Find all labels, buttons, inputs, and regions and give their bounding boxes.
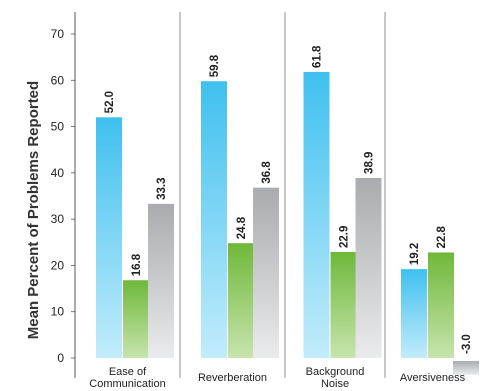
value-label-reverberation-3: 36.8 (261, 161, 273, 184)
value-label-ease-of-communication-2: 16.8 (131, 253, 143, 276)
bar-aversiveness-1 (401, 269, 427, 358)
y-tick-label-20: 20 (51, 258, 65, 272)
value-label-reverberation-2: 24.8 (236, 216, 248, 239)
y-tick-label-60: 60 (51, 73, 65, 87)
value-label-aversiveness-1: 19.2 (409, 243, 421, 265)
y-tick-label-30: 30 (51, 212, 65, 226)
bar-background-noise-3 (355, 177, 382, 358)
value-label-background-noise-3: 38.9 (364, 152, 376, 174)
bar-ease-of-communication-3 (148, 203, 174, 358)
value-label-aversiveness-2: 22.8 (436, 225, 448, 248)
plot-area: 0 10 20 30 40 50 60 70 52.0 16.8 33.3 Ease ofCommun… (51, 12, 479, 390)
y-tick-label-50: 50 (51, 120, 65, 134)
y-axis-label: Mean Percent of Problems Reported (25, 81, 42, 339)
bar-aversiveness-3 (453, 361, 479, 375)
category-label-ease-of-communication-line-2: Communication (89, 378, 165, 390)
y-tick-label-70: 70 (51, 27, 65, 41)
bar-background-noise-1 (303, 71, 330, 358)
value-label-aversiveness-3: -3.0 (461, 334, 473, 354)
value-label-ease-of-communication-1: 52.0 (104, 91, 116, 113)
bar-reverberation-1 (201, 81, 227, 358)
value-label-ease-of-communication-3: 33.3 (156, 177, 168, 199)
bar-ease-of-communication-1 (96, 117, 122, 358)
category-label-background-noise-line-2: Noise (321, 378, 349, 390)
y-tick-label-10: 10 (51, 305, 65, 319)
y-tick-label-0: 0 (57, 351, 64, 365)
value-label-background-noise-1: 61.8 (312, 45, 324, 68)
value-label-background-noise-2: 22.9 (339, 226, 351, 248)
category-label-reverberation-line-1: Reverberation (198, 372, 267, 384)
bar-reverberation-2 (228, 243, 254, 358)
category-label-ease-of-communication-line-1: Ease of (109, 366, 147, 378)
bar-ease-of-communication-2 (123, 280, 149, 358)
bar-background-noise-2 (330, 252, 357, 358)
category-label-background-noise-line-1: Background (306, 366, 365, 378)
bar-reverberation-3 (253, 187, 279, 358)
category-label-aversiveness-line-1: Aversiveness (400, 372, 466, 384)
bar-aversiveness-2 (428, 252, 454, 358)
y-tick-label-40: 40 (51, 166, 65, 180)
value-label-reverberation-1: 59.8 (209, 54, 221, 77)
